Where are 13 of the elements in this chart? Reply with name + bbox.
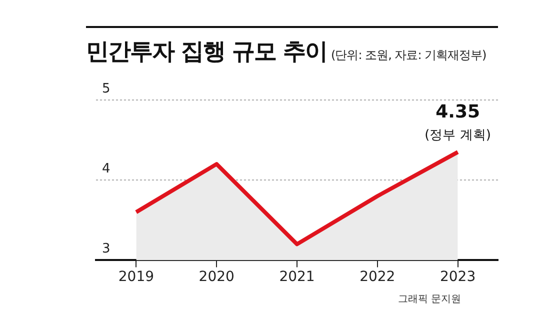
x-tick-label: 2022 bbox=[360, 269, 396, 286]
x-tick-label: 2023 bbox=[440, 269, 476, 286]
chart-title: 민간투자 집행 규모 추이 bbox=[86, 38, 328, 67]
y-tick-label: 5 bbox=[102, 81, 110, 96]
x-tick-label: 2019 bbox=[118, 269, 154, 286]
annotation: 4.35 bbox=[436, 102, 480, 123]
y-tick-label: 3 bbox=[102, 242, 110, 257]
text: 그래픽 문지원 bbox=[398, 293, 462, 306]
x-tick-label: 2020 bbox=[198, 269, 234, 286]
x-tick-label: 2021 bbox=[279, 269, 315, 286]
chart-subtitle: (단위: 조원, 자료: 기획재정부) bbox=[331, 47, 486, 64]
y-tick-label: 4 bbox=[102, 161, 110, 176]
annotation: (정부 계획) bbox=[424, 128, 491, 143]
